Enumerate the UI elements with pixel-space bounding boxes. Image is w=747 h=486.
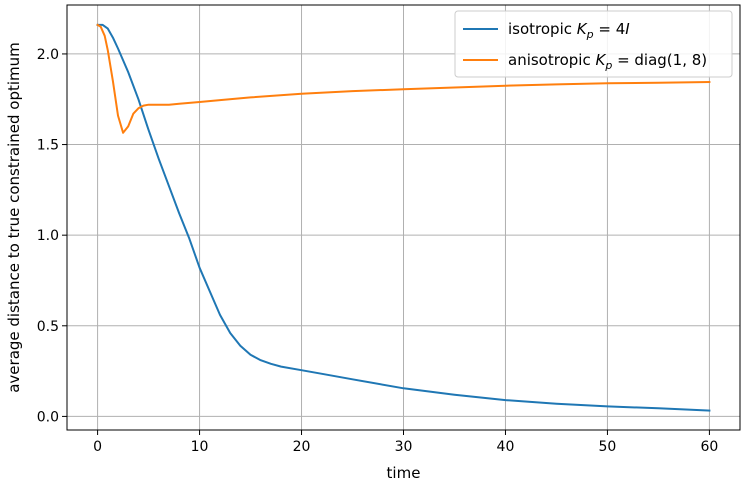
x-tick-label: 20 bbox=[293, 439, 311, 455]
legend-label-anisotropic: anisotropic Kp = diag(1, 8) bbox=[508, 51, 707, 72]
legend-label-isotropic-symbol: K bbox=[577, 20, 588, 38]
y-tick-label: 0.0 bbox=[37, 409, 59, 425]
legend-label-anisotropic-part: anisotropic bbox=[508, 51, 595, 69]
legend-label-isotropic-part: isotropic bbox=[508, 20, 577, 38]
legend-label-anisotropic-symbol: K bbox=[595, 51, 606, 69]
x-tick-label: 40 bbox=[497, 439, 515, 455]
legend-label-isotropic-symbol: I bbox=[625, 20, 630, 38]
x-tick-label: 10 bbox=[191, 439, 209, 455]
legend-label-anisotropic-subscript: p bbox=[604, 59, 612, 72]
y-tick-label: 1.0 bbox=[37, 228, 59, 244]
legend-label-anisotropic-part: = diag(1, 8) bbox=[612, 51, 707, 69]
legend-label-isotropic-subscript: p bbox=[586, 28, 594, 41]
legend: isotropic Kp = 4I anisotropic Kp = diag(… bbox=[454, 10, 733, 78]
x-tick-label: 30 bbox=[395, 439, 413, 455]
series-line-1 bbox=[96, 23, 711, 134]
series-lines bbox=[96, 23, 711, 412]
y-tick-label: 0.5 bbox=[37, 319, 59, 335]
x-tick-label: 0 bbox=[93, 439, 102, 455]
y-tick-label: 2.0 bbox=[37, 47, 59, 63]
axis-ticks: 0 10 20 30 40 50 60 0.0 0.5 1.0 1.5 2.0 bbox=[37, 47, 719, 455]
legend-label-isotropic-part: = 4 bbox=[594, 20, 626, 38]
y-axis-label: average distance to true constrained opt… bbox=[5, 42, 23, 393]
x-tick-label: 60 bbox=[700, 439, 718, 455]
legend-label-isotropic: isotropic Kp = 4I bbox=[508, 20, 630, 41]
legend-box bbox=[454, 10, 733, 78]
x-axis-label: time bbox=[387, 464, 421, 482]
series-line-0 bbox=[96, 23, 711, 412]
y-tick-label: 1.5 bbox=[37, 138, 59, 154]
x-tick-label: 50 bbox=[599, 439, 617, 455]
